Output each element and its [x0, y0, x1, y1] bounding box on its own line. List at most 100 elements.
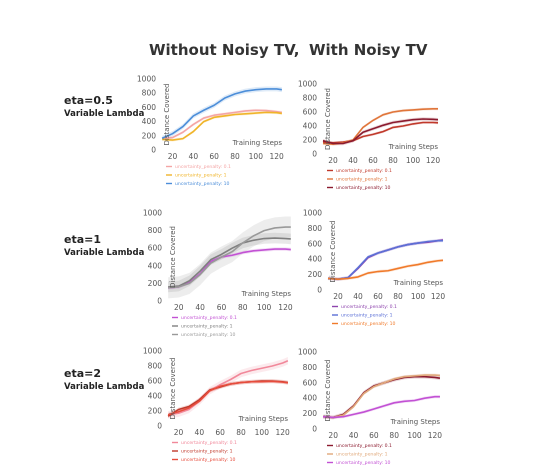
legend-entry: uncertainty_penalty: 1 [336, 177, 388, 183]
legend-entry: uncertainty_penalty: 1 [175, 173, 227, 179]
y-tick-label: 800 [142, 89, 157, 98]
x-tick-label: 40 [195, 303, 205, 312]
x-tick-label: 40 [353, 292, 363, 301]
legend-entry: uncertainty_penalty: 10 [175, 181, 230, 187]
x-tick-label: 80 [238, 303, 248, 312]
row-label-eta-2: eta=2 Variable Lambda [64, 367, 144, 392]
y-tick-label: 1000 [143, 347, 162, 356]
series-band [168, 232, 291, 293]
legend-entry: uncertainty_penalty: 1 [341, 313, 393, 319]
series-band [323, 374, 440, 420]
y-tick-label: 200 [303, 136, 318, 145]
x-tick-label: 60 [369, 431, 379, 440]
x-axis-label: Training Steps [393, 279, 444, 287]
lambda-label: Variable Lambda [64, 109, 145, 119]
x-tick-label: 100 [249, 152, 264, 161]
series-line [162, 111, 282, 141]
eta-label: eta=2 [64, 367, 102, 380]
series-line [327, 239, 444, 281]
x-tick-label: 80 [230, 152, 240, 161]
y-tick-label: 0 [312, 150, 317, 159]
x-tick-label: 80 [389, 431, 399, 440]
y-tick-label: 400 [303, 122, 318, 131]
y-tick-label: 400 [148, 261, 163, 270]
y-tick-label: 0 [312, 425, 317, 434]
x-tick-label: 80 [393, 292, 403, 301]
x-axis-label: Training Steps [390, 418, 441, 426]
chart-panel-4: 0 200 400 600 800 1000 20 40 60 80 100 120 Training … [303, 209, 445, 328]
x-axis-label: Training Steps [238, 415, 289, 423]
x-tick-label: 100 [257, 303, 272, 312]
x-tick-label: 40 [189, 152, 199, 161]
y-tick-label: 600 [303, 378, 318, 387]
eta-label: eta=0.5 [64, 94, 113, 107]
legend-entry: uncertainty_penalty: 10 [181, 332, 236, 338]
legend-entry: uncertainty_penalty: 0.1 [181, 440, 237, 446]
chart-panel-2: 0 200 400 600 800 1000 20 40 60 80 100 120 Training … [298, 80, 440, 192]
y-axis-label: Distance Covered [169, 226, 177, 288]
x-tick-label: 20 [328, 156, 338, 165]
series-band [328, 239, 443, 281]
x-tick-label: 60 [217, 303, 227, 312]
x-tick-label: 60 [368, 156, 378, 165]
y-tick-label: 0 [317, 286, 322, 295]
y-tick-label: 200 [303, 409, 318, 418]
x-tick-label: 20 [333, 292, 343, 301]
y-tick-label: 600 [308, 239, 323, 248]
series-line [167, 360, 289, 416]
legend-entry: uncertainty_penalty: 10 [181, 457, 236, 463]
y-tick-label: 1000 [303, 209, 322, 218]
y-tick-label: 600 [148, 377, 163, 386]
x-tick-label: 80 [388, 156, 398, 165]
legend-entry: uncertainty_penalty: 1 [181, 324, 233, 330]
y-tick-label: 800 [308, 224, 323, 233]
series-line [327, 259, 444, 281]
series-band [323, 373, 440, 419]
x-tick-label: 20 [174, 428, 184, 437]
series-line [167, 380, 288, 416]
y-axis-label: Distance Covered [324, 88, 332, 150]
x-tick-label: 40 [348, 156, 358, 165]
series-band [328, 238, 443, 281]
y-axis-label: Distance Covered [324, 360, 332, 422]
y-axis-label: Distance Covered [169, 358, 177, 420]
x-tick-label: 40 [349, 431, 359, 440]
y-tick-label: 0 [151, 146, 156, 155]
x-tick-label: 120 [431, 292, 446, 301]
x-tick-label: 120 [270, 152, 285, 161]
y-tick-label: 1000 [298, 80, 317, 89]
x-axis-label: Training Steps [232, 139, 283, 147]
chart-panel-3: 0 200 400 600 800 1000 20 40 60 80 100 120 Training … [143, 209, 293, 339]
series-line [327, 239, 443, 281]
y-tick-label: 0 [157, 422, 162, 431]
x-tick-label: 40 [195, 428, 205, 437]
x-tick-label: 120 [428, 431, 443, 440]
x-tick-label: 20 [174, 303, 184, 312]
series-line [161, 88, 282, 140]
legend-entry: uncertainty_penalty: 10 [341, 321, 396, 327]
y-axis-label: Distance Covered [163, 84, 171, 146]
legend-entry: uncertainty_penalty: 0.1 [175, 164, 231, 170]
y-tick-label: 200 [308, 270, 323, 279]
y-tick-label: 1000 [137, 75, 156, 84]
y-tick-label: 400 [303, 394, 318, 403]
y-tick-label: 400 [142, 117, 157, 126]
y-tick-label: 800 [303, 94, 318, 103]
legend-entry: uncertainty_penalty: 1 [336, 452, 388, 458]
lambda-label: Variable Lambda [64, 382, 145, 392]
legend-entry: uncertainty_penalty: 10 [336, 185, 391, 191]
legend-entry: uncertainty_penalty: 0.1 [336, 443, 392, 449]
y-tick-label: 200 [148, 407, 163, 416]
series-line [322, 395, 440, 419]
x-tick-label: 120 [276, 428, 291, 437]
series-line [168, 237, 291, 288]
y-axis-label: Distance Covered [329, 221, 337, 283]
x-tick-label: 20 [328, 431, 338, 440]
y-tick-label: 200 [142, 131, 157, 140]
x-tick-label: 100 [411, 292, 426, 301]
y-tick-label: 400 [148, 392, 163, 401]
y-tick-label: 600 [303, 108, 318, 117]
series-line [322, 374, 441, 419]
series-band [168, 216, 291, 299]
series-line [322, 118, 439, 145]
